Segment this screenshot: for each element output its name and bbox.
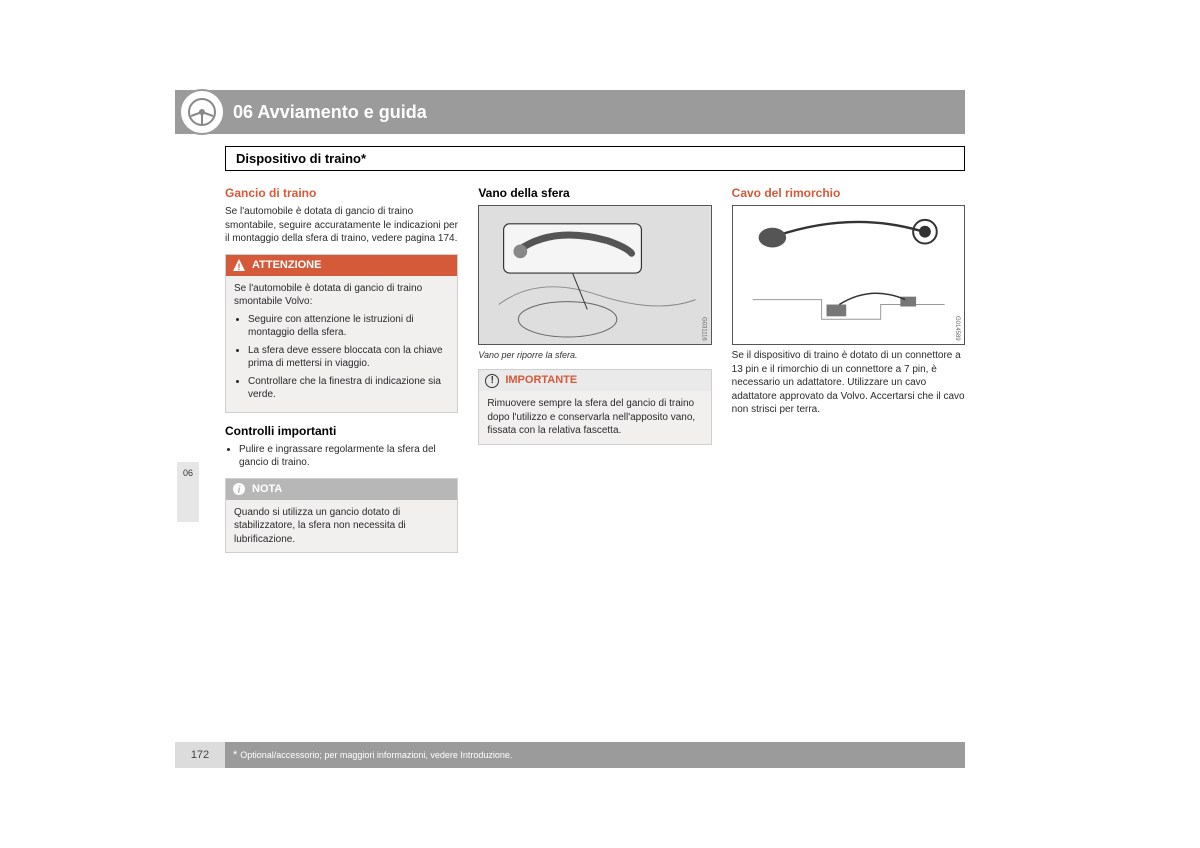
figure-ref: G014589	[953, 316, 961, 341]
heading-cavo: Cavo del rimorchio	[732, 185, 965, 201]
nota-box: i NOTA Quando si utilizza un gancio dota…	[225, 478, 458, 553]
steering-wheel-icon	[179, 89, 225, 135]
nota-body: Quando si utilizza un gancio dotato di s…	[226, 500, 457, 553]
exclamation-icon: !	[485, 374, 499, 388]
side-tab: 06	[177, 462, 199, 522]
attenzione-lead: Se l'automobile è dotata di gancio di tr…	[234, 282, 449, 309]
page-content: 06 Avviamento e guida Dispositivo di tra…	[175, 90, 965, 563]
heading-vano: Vano della sfera	[478, 185, 711, 201]
section-title: Dispositivo di traino*	[225, 146, 965, 171]
importante-body: Rimuovere sempre la sfera del gancio di …	[479, 391, 710, 444]
controlli-item: Pulire e ingrassare regolarmente la sfer…	[239, 443, 458, 470]
para-cavo: Se il dispositivo di traino è dotato di …	[732, 349, 965, 417]
footer: 172 * Optional/accessorio; per maggiori …	[175, 742, 965, 768]
attenzione-label: ATTENZIONE	[252, 258, 321, 273]
figure-vano-sfera: G031116	[478, 205, 711, 345]
chapter-title: 06 Avviamento e guida	[233, 102, 427, 123]
figure-ref: G031116	[700, 317, 708, 341]
footer-note: * Optional/accessorio; per maggiori info…	[225, 742, 965, 768]
figure-caption: Vano per riporre la sfera.	[478, 349, 711, 361]
nota-header: i NOTA	[226, 479, 457, 500]
column-2: Vano della sfera G031116 Vano per riporr…	[478, 185, 711, 563]
info-icon: i	[232, 482, 246, 496]
attenzione-item: La sfera deve essere bloccata con la chi…	[248, 344, 449, 371]
attenzione-item: Controllare che la finestra di indicazio…	[248, 375, 449, 402]
warning-triangle-icon: !	[232, 258, 246, 272]
nota-label: NOTA	[252, 482, 282, 497]
content-columns: Gancio di traino Se l'automobile è dotat…	[225, 185, 965, 563]
para-gancio: Se l'automobile è dotata di gancio di tr…	[225, 205, 458, 246]
importante-header: ! IMPORTANTE	[479, 370, 710, 391]
svg-text:!: !	[238, 262, 241, 272]
figure-cavo-rimorchio: G014589	[732, 205, 965, 345]
page-number: 172	[175, 742, 225, 768]
side-tab-number: 06	[183, 468, 193, 478]
heading-controlli: Controlli importanti	[225, 423, 458, 439]
heading-gancio: Gancio di traino	[225, 185, 458, 201]
column-3: Cavo del rimorchio G014589 Se il disposi…	[732, 185, 965, 563]
chapter-header: 06 Avviamento e guida	[175, 90, 965, 134]
attenzione-header: ! ATTENZIONE	[226, 255, 457, 276]
svg-text:i: i	[238, 485, 241, 496]
attenzione-box: ! ATTENZIONE Se l'automobile è dotata di…	[225, 254, 458, 413]
importante-box: ! IMPORTANTE Rimuovere sempre la sfera d…	[478, 369, 711, 444]
attenzione-body: Se l'automobile è dotata di gancio di tr…	[226, 276, 457, 412]
asterisk-icon: *	[233, 749, 237, 761]
column-1: Gancio di traino Se l'automobile è dotat…	[225, 185, 458, 563]
attenzione-item: Seguire con attenzione le istruzioni di …	[248, 313, 449, 340]
importante-label: IMPORTANTE	[505, 373, 577, 388]
footer-note-text: Optional/accessorio; per maggiori inform…	[240, 750, 512, 760]
